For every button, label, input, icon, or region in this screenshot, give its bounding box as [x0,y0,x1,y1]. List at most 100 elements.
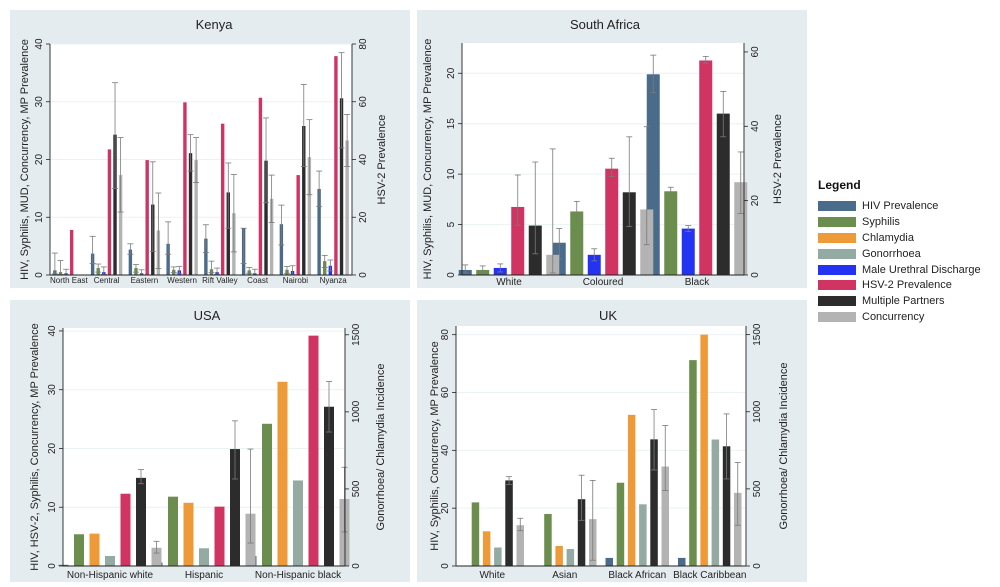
category-label: Central [94,276,120,285]
bar [622,192,636,275]
y-tick-label: 40 [440,444,451,456]
category-label: Hispanic [185,570,223,581]
legend-label: Gonorrhoea [862,247,921,260]
bar [570,211,584,275]
bar [566,549,575,566]
bar [587,254,601,275]
bar [339,98,344,275]
y2-tick-label: 0 [752,563,763,569]
bar [258,97,263,276]
plot-background [456,326,746,566]
chart-title: USA [194,308,221,323]
plot-area [458,43,748,275]
bar [689,360,697,566]
bar [74,534,84,566]
legend-item: HIV Prevalence [818,198,1000,214]
bar [716,113,730,275]
legend-label: Multiple Partners [862,295,945,308]
bar [345,140,349,275]
bar [661,466,669,566]
y-tick-label: 60 [440,387,451,399]
bar [323,261,327,275]
bar [293,480,303,566]
y-tick-label: 40 [34,38,45,50]
bar [711,439,720,566]
bar [90,253,95,275]
bar [262,423,272,566]
y2-tick-label: 60 [358,96,369,108]
bar [183,502,194,566]
y2-tick-label: 20 [358,211,369,223]
y2-tick-label: 40 [358,154,369,166]
y2-axis-label: Gonorrhoea/ Chlamydia Incidence [375,364,387,531]
bar [516,525,524,566]
y-tick-label: 0 [446,272,457,278]
category-label: Black African [608,570,666,581]
legend-swatch [818,232,856,243]
bar [214,506,225,566]
bar [616,482,625,566]
legend-label: HIV Prevalence [862,199,939,212]
bar [183,102,187,275]
y2-tick-label: 40 [750,120,761,132]
legend-label: Chlamydia [862,231,914,244]
legend-swatch [818,312,856,323]
legend-label: HSV-2 Prevalence [862,279,952,292]
y-axis-label: HIV, HSV-2, Syphilis, Concurrency, MP Pr… [29,323,41,570]
legend-swatch [818,200,856,211]
y-tick-label: 20 [446,67,457,79]
bar [605,168,619,275]
y2-axis-label: HSV-2 Prevalence [376,115,388,205]
y2-tick-label: 60 [750,46,761,58]
plot-background [462,43,744,275]
y-tick-label: 10 [446,168,457,180]
legend-swatch [818,296,856,307]
plot-area [50,43,352,276]
chart-title: Kenya [196,17,234,32]
category-label: Coast [247,276,269,285]
legend-swatch [818,264,856,275]
legend-label: Concurrency [862,311,925,324]
bar [107,149,112,275]
bar [89,533,100,566]
y-tick-label: 20 [440,502,451,514]
legend-item: Gonorrhoea [818,246,1000,262]
y2-tick-label: 80 [358,38,369,50]
y2-tick-label: 0 [351,563,362,569]
chart-panel: 0 20 40 60 80 0 500 1000 1500 White Asian Black Afr… [417,300,807,582]
bar [188,153,193,275]
category-label: Eastern [131,276,159,285]
y2-tick-label: 500 [752,480,763,497]
y-tick-label: 5 [446,221,457,227]
category-label: Rift Valley [202,276,237,285]
bar [471,502,480,566]
category-label: Black Caribbean [673,570,746,581]
y2-tick-label: 500 [351,480,362,497]
bar [700,334,708,566]
y-axis-label: HIV, Syphilis, MUD, Concurrency, MP Prev… [19,39,31,280]
y2-axis-label: Gonorrhoea/ Chlamydia Incidence [778,363,790,530]
bar [58,564,69,566]
bar [302,126,306,275]
y2-tick-label: 0 [358,272,369,278]
category-label: Non-Hispanic white [67,570,154,581]
chart-title: UK [599,308,617,323]
y-tick-label: 0 [34,272,45,278]
bar [69,229,74,275]
bar [279,224,284,275]
y-axis-label: HIV, Syphilis, Concurrency, MP Prevalenc… [429,341,441,551]
y2-tick-label: 1500 [351,323,362,346]
category-label: Coloured [583,277,624,288]
y2-tick-label: 20 [750,195,761,207]
legend-item: Chlamydia [818,230,1000,246]
legend: Legend HIV Prevalence Syphilis Chlamydia Go… [818,178,1000,325]
y-tick-label: 80 [440,329,451,341]
bar [113,134,117,275]
bar [199,548,209,566]
plot-area [58,328,350,566]
y-tick-label: 40 [47,325,58,337]
bar [120,493,131,566]
y2-tick-label: 1000 [351,400,362,423]
y-tick-label: 20 [34,154,45,166]
